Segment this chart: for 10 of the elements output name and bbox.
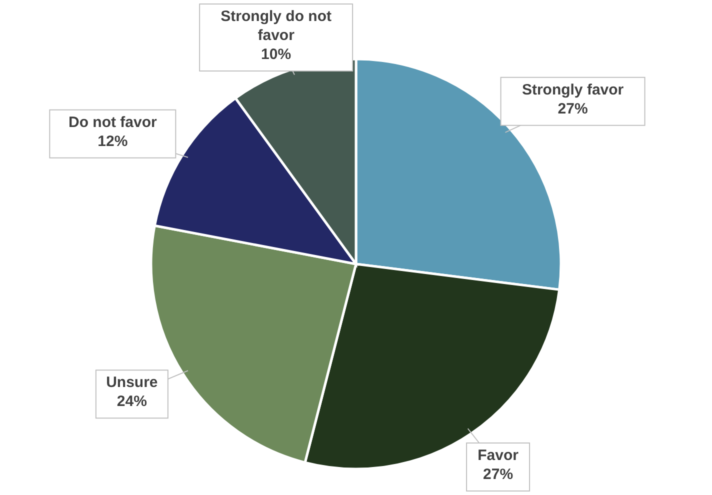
- data-label: 12%: [98, 132, 128, 150]
- slice-label: Strongly favor: [522, 81, 624, 98]
- slice-label: Favor: [478, 447, 519, 464]
- data-label: 27%: [483, 466, 514, 483]
- data-label: 24%: [116, 393, 147, 410]
- slice-label: Unsure: [106, 374, 158, 392]
- slice-label: Strongly do not favor: [220, 8, 332, 44]
- data-label: 27%: [558, 100, 588, 118]
- slice-label: Do not favor: [68, 114, 157, 131]
- data-label: 10%: [261, 46, 292, 63]
